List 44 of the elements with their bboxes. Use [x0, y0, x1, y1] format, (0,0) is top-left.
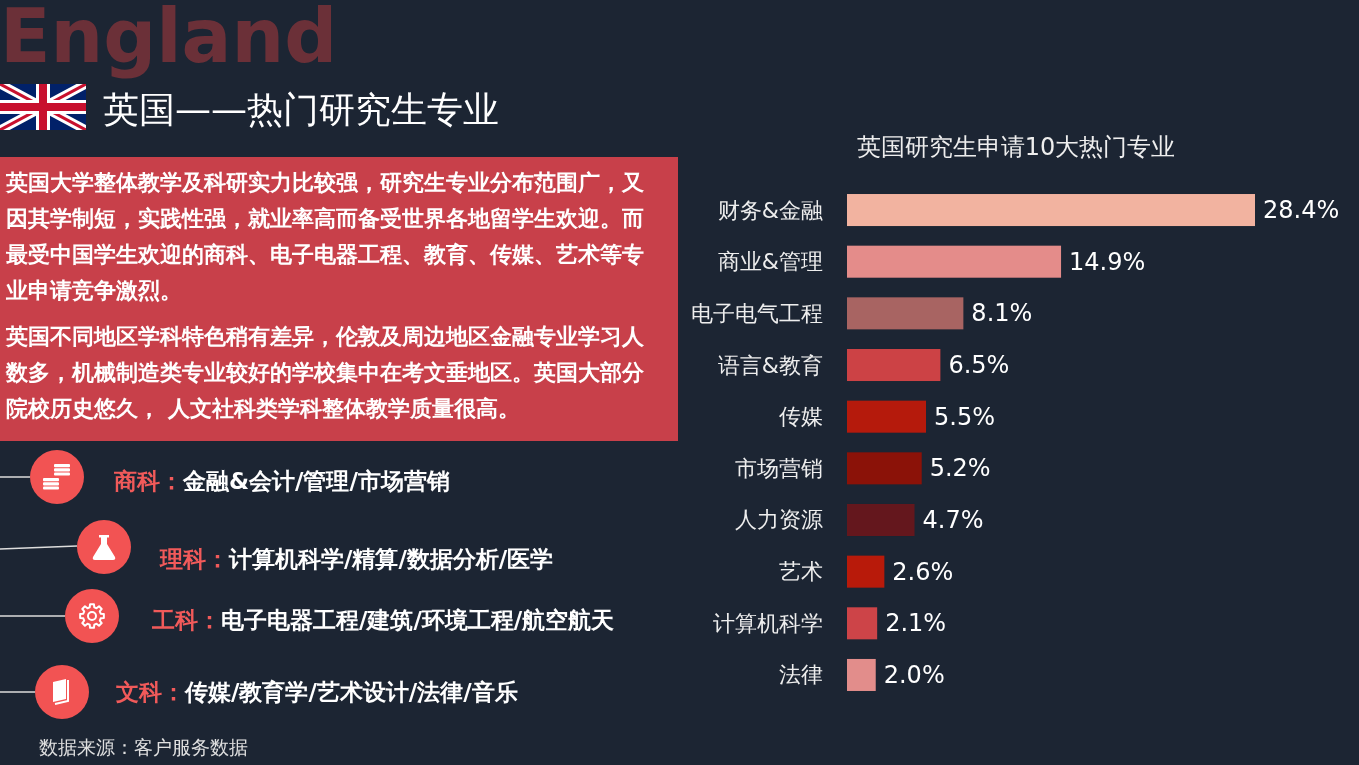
bar — [847, 658, 876, 691]
y-tick-label: 市场营销 — [735, 455, 823, 481]
y-tick-label: 计算机科学 — [713, 610, 823, 636]
data-label: 2.0% — [883, 660, 945, 689]
text: 传媒/教育学/艺术设计/法律/音乐 — [185, 679, 518, 705]
bar — [847, 607, 878, 640]
bar — [847, 452, 922, 485]
text: 商科： — [114, 468, 183, 494]
y-tick-label: 语言&教育 — [717, 352, 823, 378]
y-tick-label: 商业&管理 — [717, 249, 823, 275]
data-label: 5.2% — [929, 454, 991, 483]
bar — [847, 297, 964, 330]
data-label: 2.1% — [885, 609, 947, 638]
text: 英国——热门研究生专业 — [103, 89, 499, 130]
data-label: 14.9% — [1069, 247, 1146, 276]
text: 英国不同地区学科特色稍有差异，伦敦及周边地区金融专业学习人数多，机械制造类专业较好的学校集中在考文垂地区。英国大部分院校历史悠久， 人文社科类学科整体教学质量很高。 — [6, 323, 645, 423]
text: 文科： — [116, 679, 185, 705]
y-tick-label: 人力资源 — [735, 507, 823, 533]
bar — [847, 400, 927, 433]
data-label: 2.6% — [892, 557, 954, 586]
bar — [847, 503, 915, 536]
data-label: 4.7% — [922, 505, 984, 534]
data-label: 6.5% — [948, 351, 1010, 380]
source-note: 数据来源：客户服务数据 — [39, 735, 248, 760]
data-label: 8.1% — [971, 299, 1033, 328]
y-tick-label: 传媒 — [779, 404, 823, 430]
text: 理科： — [160, 546, 229, 572]
text: 金融&会计/管理/市场营销 — [183, 468, 450, 494]
y-tick-label: 财务&金融 — [717, 197, 823, 223]
text: 英国大学整体教学及科研实力比较强，研究生专业分布范围广，又因其学制短，实践性强，就业率高而备受世界各地留学生欢迎。而最受中国学生欢迎的商科、电子电器工程、教育、传媒、艺术等专业申请竞争激烈。 — [6, 169, 645, 305]
text: England — [0, 0, 338, 79]
chart-title: 英国研究生申请10大热门专业 — [856, 133, 1176, 161]
y-tick-label: 艺术 — [779, 559, 823, 585]
y-tick-label: 电子电气工程 — [691, 300, 823, 326]
bar — [847, 555, 885, 588]
text: 计算机科学/精算/数据分析/医学 — [229, 546, 554, 572]
y-tick-label: 法律 — [779, 662, 823, 688]
text: 电子电器工程/建筑/环境工程/航空航天 — [221, 607, 615, 633]
data-label: 28.4% — [1263, 196, 1340, 225]
data-label: 5.5% — [934, 402, 995, 431]
bar — [847, 349, 941, 382]
bar — [847, 245, 1062, 278]
text: 工科： — [152, 607, 221, 633]
bar — [847, 194, 1255, 227]
